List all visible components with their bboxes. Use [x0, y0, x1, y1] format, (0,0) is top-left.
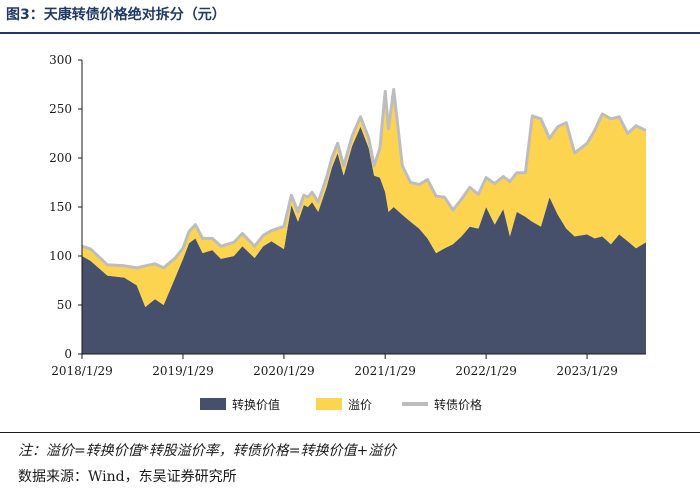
y-tick-label: 300 — [49, 53, 72, 67]
x-tick-label: 2021/1/29 — [354, 364, 416, 378]
legend-item-conversion-value-swatch — [200, 398, 226, 410]
y-tick-label: 50 — [57, 298, 72, 312]
series-area-premium — [82, 89, 646, 308]
axes: 0 50 100 150 200 250 300 2018/1/29 2019/1/29 2020… — [49, 53, 646, 378]
title-divider — [0, 32, 700, 34]
legend-item-premium-label: 溢价 — [348, 398, 372, 412]
y-tick-label: 100 — [49, 249, 72, 263]
series-area-conversion-value — [82, 126, 646, 354]
chart: 0 50 100 150 200 250 300 2018/1/29 2019/1/29 2020… — [49, 53, 647, 412]
footnote: 注：溢价=转换价值*转股溢价率，转债价格=转换价值+溢价 — [18, 443, 397, 459]
legend: 转换价值 溢价 转债价格 — [200, 397, 482, 412]
y-tick-label: 200 — [49, 151, 72, 165]
series-line-bond-price — [81, 87, 647, 270]
x-tick-label: 2023/1/29 — [556, 364, 618, 378]
note-divider — [0, 432, 700, 433]
y-tick-label: 150 — [49, 200, 72, 214]
plot-area — [81, 87, 647, 354]
y-tick-label: 0 — [64, 347, 72, 361]
legend-item-bond-price-label: 转债价格 — [434, 397, 482, 412]
x-tick-label: 2019/1/29 — [152, 364, 214, 378]
x-tick-label: 2018/1/29 — [51, 364, 113, 378]
chart-title: 图3：天康转债价格绝对拆分（元） — [6, 7, 226, 23]
y-tick-label: 250 — [49, 102, 72, 116]
legend-item-conversion-value-label: 转换价值 — [232, 397, 280, 412]
legend-item-premium-swatch — [316, 398, 342, 410]
x-tick-label: 2020/1/29 — [253, 364, 315, 378]
x-tick-label: 2022/1/29 — [455, 364, 517, 378]
data-source: 数据来源：Wind，东吴证券研究所 — [18, 469, 237, 485]
